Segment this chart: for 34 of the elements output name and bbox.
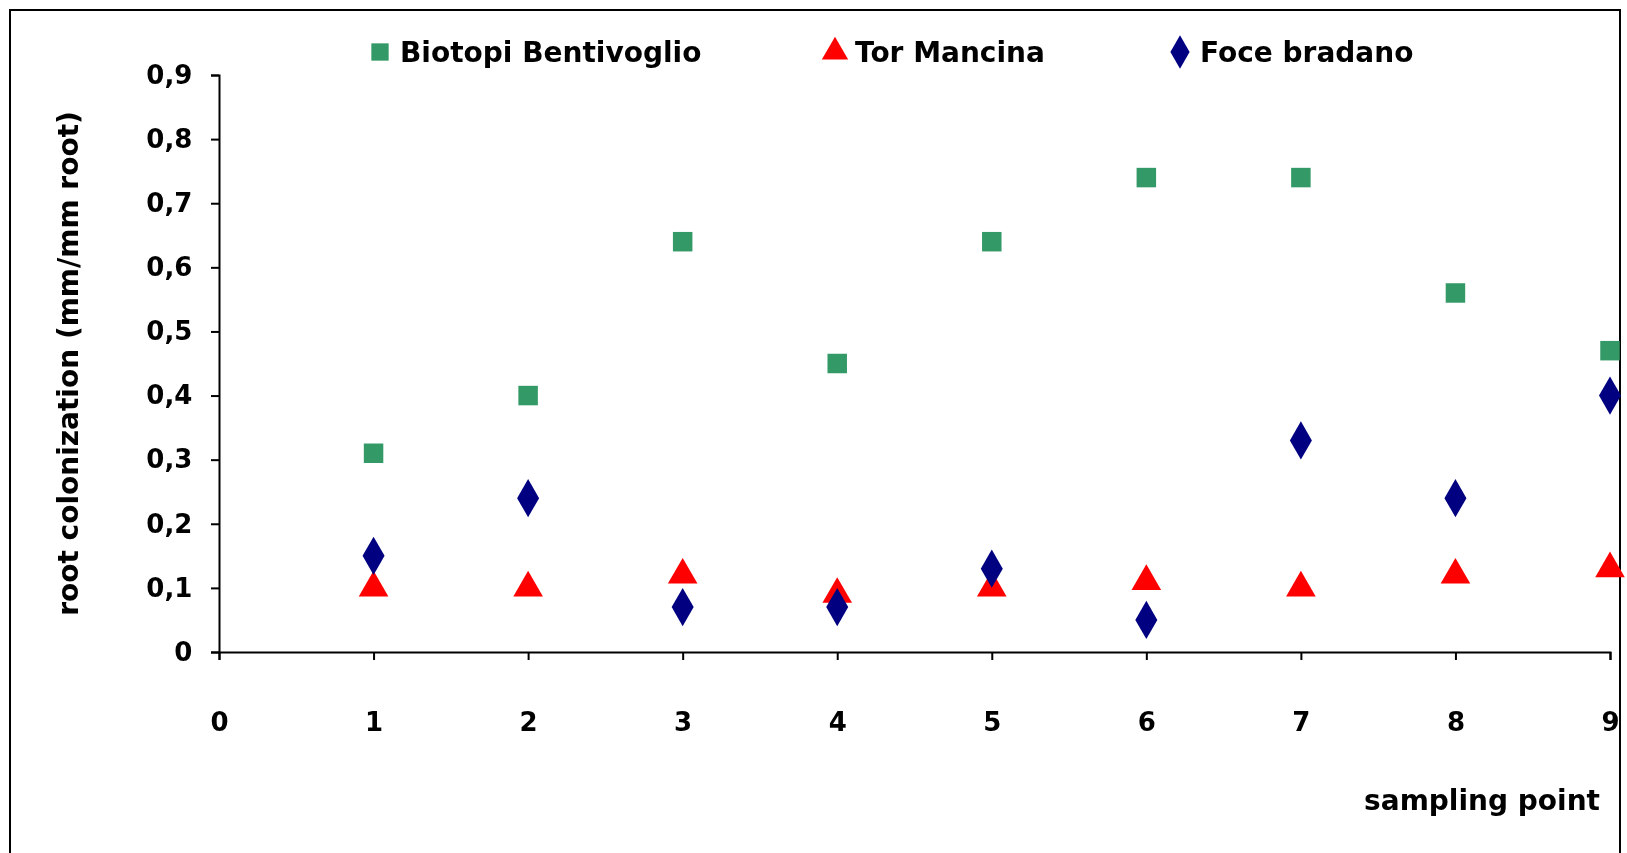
point xyxy=(672,231,693,252)
y-tick-label: 0,6 xyxy=(146,252,193,283)
y-tick-label: 0,1 xyxy=(146,572,193,603)
x-tick-label: 3 xyxy=(674,706,693,737)
point xyxy=(363,443,384,463)
x-axis-title: sampling point xyxy=(1364,784,1600,817)
point xyxy=(1291,167,1311,188)
y-tick-label: 0,8 xyxy=(146,123,193,154)
y-tick-label: 0,7 xyxy=(146,188,193,219)
point xyxy=(1445,283,1466,303)
x-tick-label: 5 xyxy=(983,706,1002,737)
x-tick-label: 8 xyxy=(1446,706,1465,737)
x-tick-label: 4 xyxy=(828,706,847,737)
x-tick-label: 6 xyxy=(1137,706,1156,737)
y-tick-label: 0,9 xyxy=(146,59,193,90)
legend-label: Tor Mancina xyxy=(855,36,1045,69)
point xyxy=(982,231,1002,252)
y-tick-label: 0,3 xyxy=(146,444,193,475)
x-tick-label: 9 xyxy=(1601,706,1620,737)
legend-label: Foce bradano xyxy=(1200,36,1414,69)
y-tick-label: 0,5 xyxy=(146,316,193,347)
point xyxy=(518,385,538,406)
point xyxy=(1136,167,1157,188)
x-tick-label: 2 xyxy=(519,706,538,737)
y-axis-title: root colonization (mm/mm root) xyxy=(52,111,85,616)
y-tick-label: 0,4 xyxy=(146,380,193,411)
y-tick-label: 0 xyxy=(174,636,193,667)
x-tick-label: 1 xyxy=(365,706,384,737)
point xyxy=(827,353,847,374)
y-tick-label: 0,2 xyxy=(146,508,193,539)
legend-label: Biotopi Bentivoglio xyxy=(400,36,702,69)
x-tick-label: 7 xyxy=(1292,706,1311,737)
point xyxy=(1600,340,1620,361)
x-tick-label: 0 xyxy=(210,706,229,737)
